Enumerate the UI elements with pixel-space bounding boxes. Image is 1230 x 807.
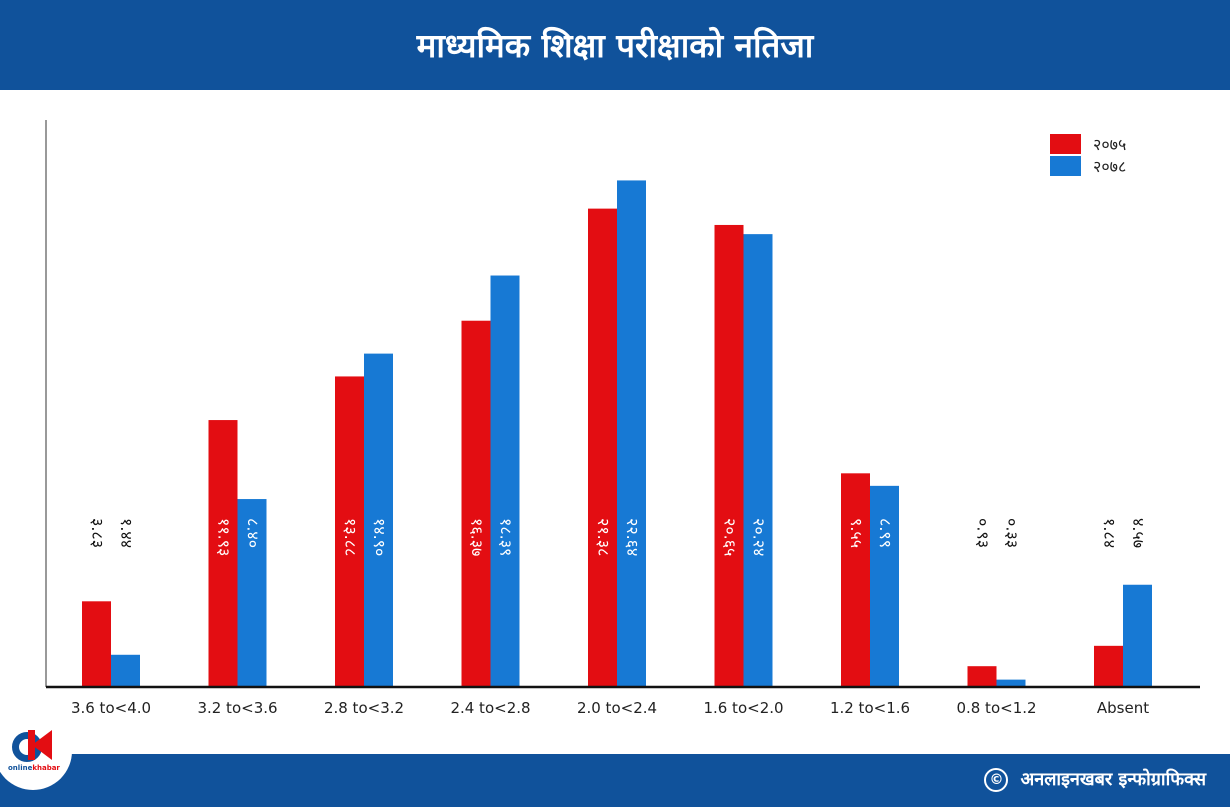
data-label-2075-2: १३.८८ <box>341 518 360 556</box>
legend-label-2075: २०७५ <box>1093 135 1127 154</box>
logo-k-stem <box>28 730 35 760</box>
bar-chart: ३.८३ १.४४ 3.6 to<4.0 ११.९३ ८.४० 3.2 to<3.6 १३.… <box>45 120 1200 717</box>
bar-2075-6 <box>841 473 870 687</box>
data-label-2075-8: १.८४ <box>1100 518 1119 548</box>
data-label-2078-2: १४.९० <box>370 518 389 556</box>
x-tick-label-3: 2.4 to<2.8 <box>450 699 530 717</box>
bar-2078-0 <box>111 654 140 687</box>
x-tick-label-4: 2.0 to<2.4 <box>577 699 657 717</box>
data-label-2078-0: १.४४ <box>117 518 136 548</box>
data-label-2075-7: ०.९३ <box>974 518 993 548</box>
bar-2078-8 <box>1123 584 1152 687</box>
legend-item-2078: २०७८ <box>1050 155 1126 177</box>
data-label-2078-8: ४.५७ <box>1129 518 1148 548</box>
data-label-2078-5: २०.२४ <box>750 518 769 556</box>
data-label-2075-1: ११.९३ <box>215 518 234 556</box>
chart-title: माध्यमिक शिक्षा परीक्षाको नतिजा <box>416 26 814 65</box>
bar-2078-5 <box>743 234 773 687</box>
data-label-2075-6: ९.५५ <box>847 518 866 548</box>
bar-2075-4 <box>588 208 617 687</box>
copyright-icon: © <box>984 768 1009 792</box>
data-label-2078-1: ८.४० <box>244 518 263 548</box>
bar-2078-1 <box>237 499 267 687</box>
credit-text: अनलाइनखबर इन्फोग्राफिक्स <box>1020 769 1206 790</box>
data-label-2075-5: २०.६५ <box>721 518 740 556</box>
data-label-2075-0: ३.८३ <box>88 518 107 548</box>
footer-credit: © अनलाइनखबर इन्फोग्राफिक्स <box>984 763 1206 797</box>
x-tick-label-1: 3.2 to<3.6 <box>197 699 277 717</box>
bar-2075-1 <box>208 420 238 687</box>
x-tick-label-8: Absent <box>1097 699 1149 717</box>
onlinekhabar-logo[interactable]: onlinekhabar <box>0 712 72 790</box>
x-tick-label-6: 1.2 to<1.6 <box>830 699 910 717</box>
x-tick-label-7: 0.8 to<1.2 <box>956 699 1036 717</box>
x-tick-label-2: 2.8 to<3.2 <box>324 699 404 717</box>
legend-item-2075: २०७५ <box>1050 133 1126 155</box>
footer-bar <box>0 754 1230 807</box>
legend-swatch-2075 <box>1050 134 1081 154</box>
x-tick-label-0: 3.6 to<4.0 <box>71 699 151 717</box>
bar-2075-0 <box>82 601 111 687</box>
bar-2075-5 <box>714 224 744 688</box>
legend-swatch-2078 <box>1050 156 1081 176</box>
bar-2075-2 <box>335 376 364 687</box>
logo-k-mark <box>32 730 52 760</box>
bar-2075-7 <box>967 666 997 687</box>
x-tick-label-5: 1.6 to<2.0 <box>703 699 783 717</box>
data-label-2078-7: ०.३३ <box>1003 518 1022 548</box>
legend: २०७५ २०७८ <box>1050 133 1126 177</box>
data-label-2078-4: २२.६४ <box>623 518 642 556</box>
bar-2075-8 <box>1094 645 1123 687</box>
bar-2078-4 <box>617 180 646 687</box>
data-label-2078-6: ८.९९ <box>876 518 895 548</box>
logo-wordmark: onlinekhabar <box>8 764 60 772</box>
data-label-2075-4: २१.३८ <box>594 518 613 556</box>
header-bar <box>0 0 1230 90</box>
data-label-2078-3: १८.३९ <box>497 518 516 556</box>
bar-2075-3 <box>461 320 491 687</box>
bar-2078-2 <box>364 353 393 687</box>
data-label-2075-3: १६.३७ <box>468 518 487 556</box>
bar-2078-7 <box>996 679 1026 687</box>
bar-2078-3 <box>490 275 520 687</box>
legend-label-2078: २०७८ <box>1093 157 1127 176</box>
bar-2078-6 <box>870 485 899 687</box>
